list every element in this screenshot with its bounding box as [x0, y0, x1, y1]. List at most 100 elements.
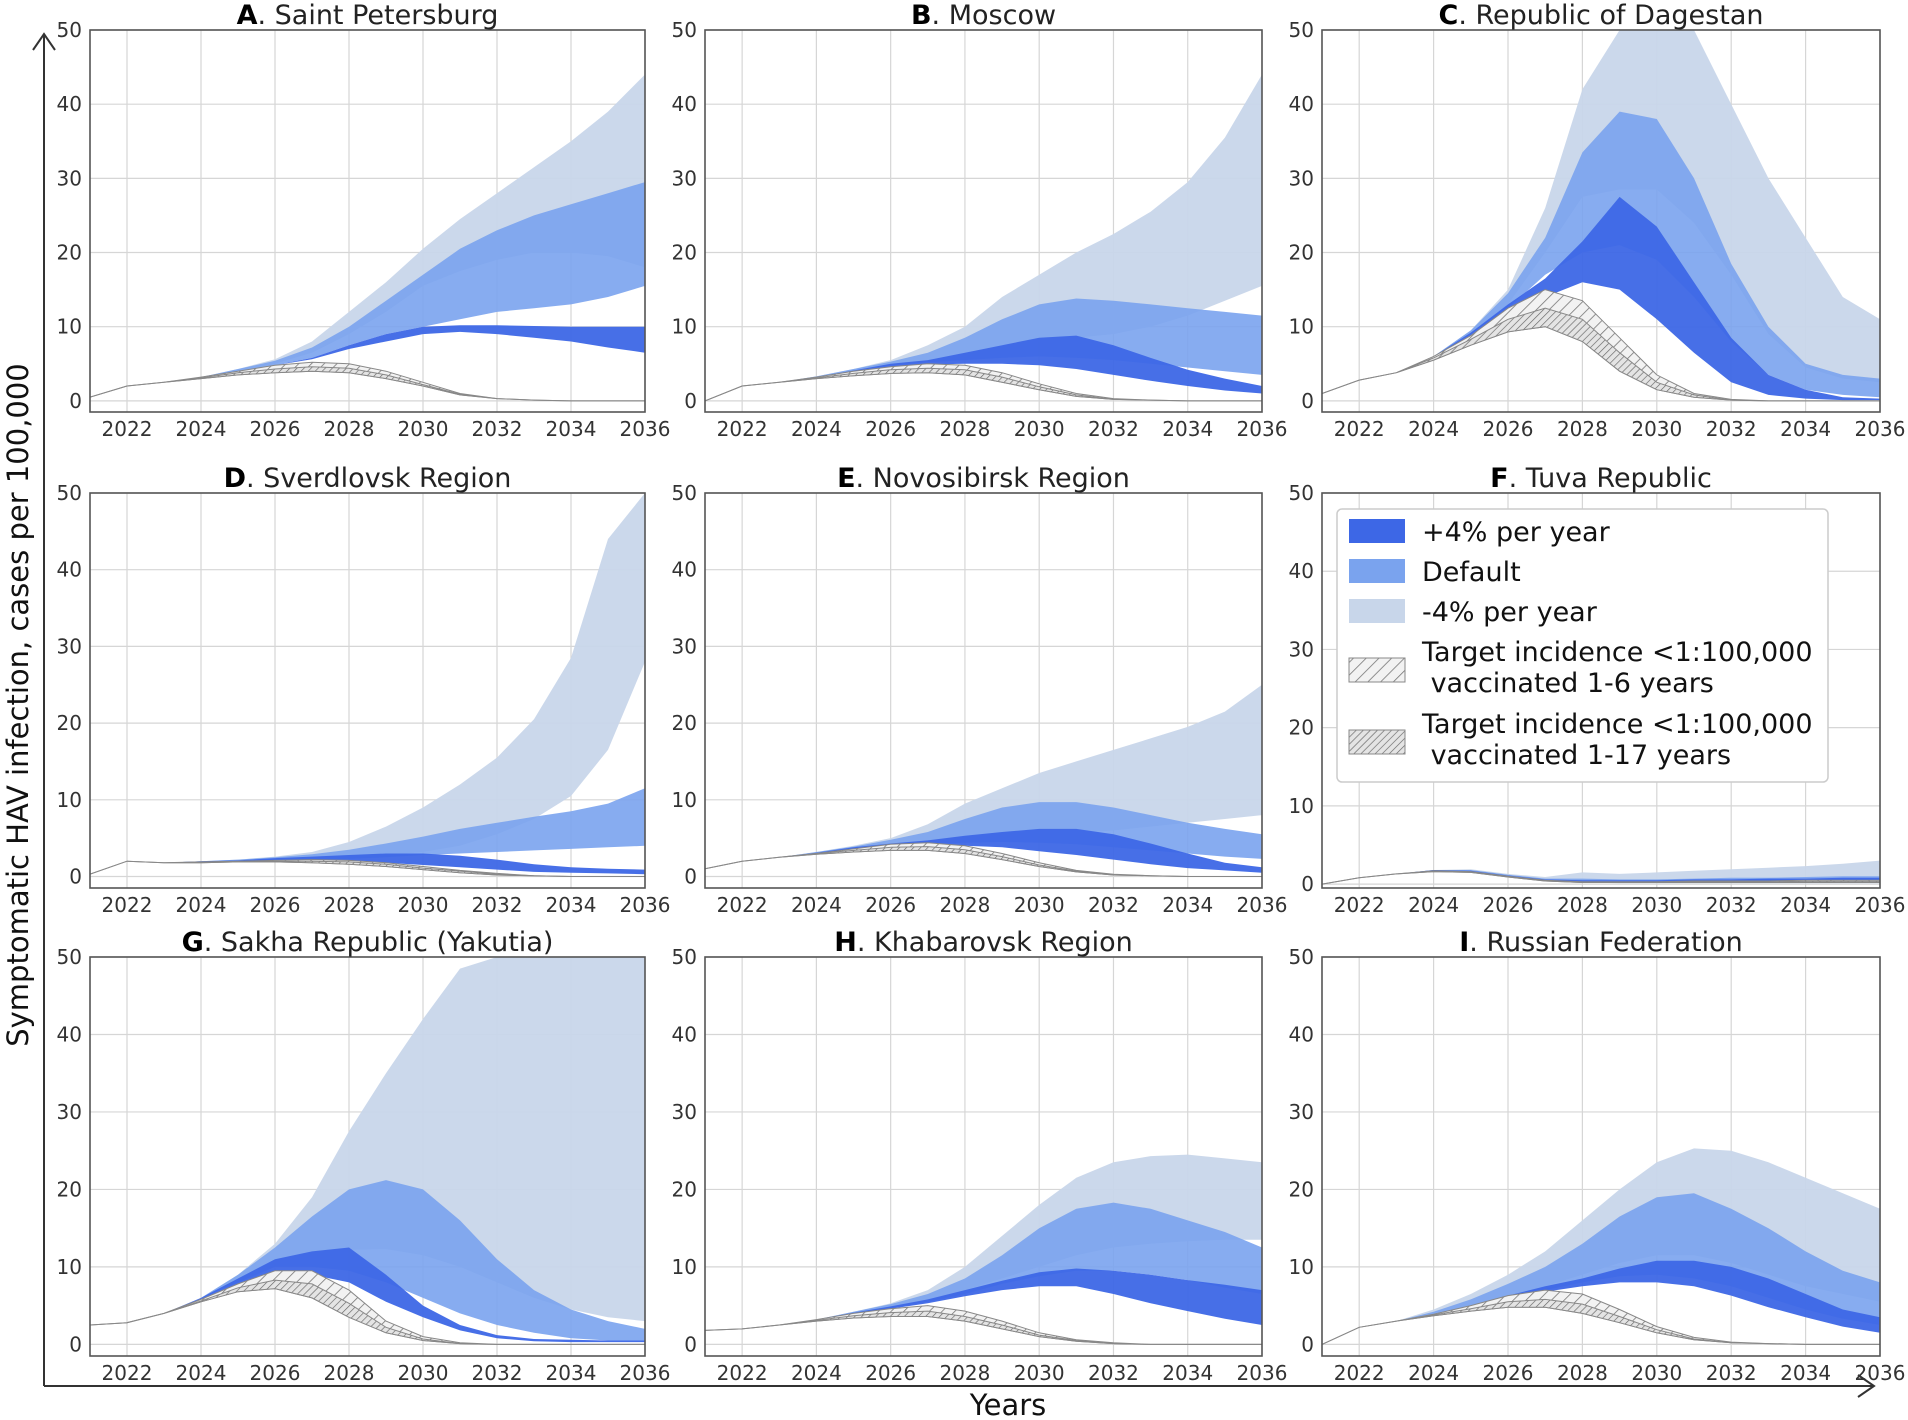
panel-f-ytick-40: 40 — [1289, 559, 1314, 583]
panel-d-title: D. Sverdlovsk Region — [224, 463, 512, 494]
panel-e-title-text: . Novosibirsk Region — [856, 463, 1130, 494]
panel-c-xtick-2032: 2032 — [1706, 417, 1757, 441]
panel-c-ytick-20: 20 — [1289, 241, 1314, 265]
panel-g-band-t17 — [90, 1279, 645, 1345]
panel-d-xtick-2032: 2032 — [472, 893, 523, 917]
panel-h-ytick-50: 50 — [672, 945, 697, 969]
legend-label-target-1-6-line1: Target incidence <1:100,000 — [1421, 637, 1813, 668]
panel-a-xtick-2026: 2026 — [250, 417, 301, 441]
panel-h-ytick-0: 0 — [684, 1332, 697, 1356]
panel-f-frame — [1321, 492, 1881, 889]
panel-a-xtick-2034: 2034 — [546, 417, 597, 441]
panel-c-title-text: . Republic of Dagestan — [1458, 0, 1763, 31]
panel-h-band-minus4 — [705, 1154, 1262, 1331]
legend-swatch-target-1-17 — [1348, 729, 1406, 755]
panel-e-xtick-2032: 2032 — [1088, 893, 1139, 917]
panel-d-band-minus4 — [90, 493, 645, 875]
panel-h-xtick-2034: 2034 — [1162, 1361, 1213, 1385]
panel-e-frame — [704, 492, 1263, 889]
panel-d-ytick-20: 20 — [57, 711, 82, 735]
panel-f-ytick-30: 30 — [1289, 637, 1314, 661]
panel-i-title-letter: I — [1459, 927, 1469, 958]
legend-label-plus4: +4% per year — [1422, 517, 1611, 548]
panel-i-band-t17 — [1322, 1298, 1880, 1345]
panel-b-xtick-2026: 2026 — [865, 417, 916, 441]
panel-c-xtick-2036: 2036 — [1855, 417, 1906, 441]
panel-f-xtick-2022: 2022 — [1334, 893, 1385, 917]
panel-a-ytick-10: 10 — [57, 315, 82, 339]
legend-label-minus4: -4% per year — [1422, 597, 1598, 628]
panel-c-xtick-2022: 2022 — [1334, 417, 1385, 441]
panel-b-frame — [704, 29, 1263, 413]
panel-b-xtick-2034: 2034 — [1162, 417, 1213, 441]
panel-d-xtick-2030: 2030 — [398, 893, 449, 917]
panel-e-ytick-0: 0 — [684, 864, 697, 888]
legend-swatch-default — [1349, 559, 1405, 583]
panel-d-xtick-2028: 2028 — [324, 893, 375, 917]
panel-f-xtick-2024: 2024 — [1408, 893, 1459, 917]
x-axis-label: Years — [969, 1388, 1047, 1420]
panel-c-xtick-2030: 2030 — [1631, 417, 1682, 441]
panel-c-ytick-50: 50 — [1289, 18, 1314, 42]
panel-e-xtick-2034: 2034 — [1162, 893, 1213, 917]
panel-h-xtick-2026: 2026 — [865, 1361, 916, 1385]
panel-i-ytick-20: 20 — [1289, 1177, 1314, 1201]
panel-g-xtick-2028: 2028 — [324, 1361, 375, 1385]
panel-g-frame — [89, 956, 646, 1357]
panel-c-ytick-0: 0 — [1301, 389, 1314, 413]
panel-d: 2022 2024 2026 2028 2030 2032 2034 203601020304… — [57, 463, 671, 917]
panel-c: 2022 2024 2026 2028 2030 2032 2034 203601020304… — [1289, 0, 1906, 441]
panel-i-frame — [1321, 956, 1881, 1357]
panel-e-title: E. Novosibirsk Region — [837, 463, 1130, 494]
panel-d-ytick-40: 40 — [57, 558, 82, 582]
panel-h-ytick-20: 20 — [672, 1177, 697, 1201]
panel-i-xtick-2022: 2022 — [1334, 1361, 1385, 1385]
panel-a-xtick-2030: 2030 — [398, 417, 449, 441]
panel-b-xtick-2030: 2030 — [1014, 417, 1065, 441]
panel-a-xtick-2024: 2024 — [176, 417, 227, 441]
panel-b-ytick-40: 40 — [672, 92, 697, 116]
panel-g-title: G. Sakha Republic (Yakutia) — [182, 927, 554, 958]
panel-g: 2022 2024 2026 2028 2030 2032 2034 203601020304… — [57, 927, 671, 1385]
outer-x-axis-arrow — [1857, 1374, 1876, 1398]
panel-a-ytick-40: 40 — [57, 92, 82, 116]
panel-b-ytick-20: 20 — [672, 241, 697, 265]
panel-f-xtick-2028: 2028 — [1557, 893, 1608, 917]
panel-a-bands — [90, 74, 645, 402]
panel-a-title: A. Saint Petersburg — [237, 0, 499, 31]
panel-a-xtick-2022: 2022 — [102, 417, 153, 441]
legend-swatch-minus4 — [1349, 599, 1405, 623]
panel-i-title-text: . Russian Federation — [1469, 927, 1742, 958]
panel-h-title-text: . Khabarovsk Region — [857, 927, 1133, 958]
panel-i-ytick-50: 50 — [1289, 945, 1314, 969]
panel-a-ytick-50: 50 — [57, 18, 82, 42]
panel-g-title-text: . Sakha Republic (Yakutia) — [204, 927, 554, 958]
panel-c-xtick-2024: 2024 — [1408, 417, 1459, 441]
panel-b-bands — [705, 74, 1262, 402]
panel-a-xtick-2032: 2032 — [472, 417, 523, 441]
panel-e-ytick-20: 20 — [672, 711, 697, 735]
panel-d-title-text: . Sverdlovsk Region — [246, 463, 511, 494]
legend-label-target-1-17-line1: Target incidence <1:100,000 — [1421, 709, 1813, 740]
panel-e-bands — [705, 684, 1262, 877]
panel-g-title-letter: G — [182, 927, 204, 958]
panel-f-xtick-2034: 2034 — [1780, 893, 1831, 917]
panel-h-title: H. Khabarovsk Region — [834, 927, 1133, 958]
panel-g-ytick-0: 0 — [69, 1332, 82, 1356]
panel-a-xtick-2028: 2028 — [324, 417, 375, 441]
panel-f-band-t17 — [1322, 870, 1880, 885]
panel-e-ytick-30: 30 — [672, 634, 697, 658]
panel-i-xtick-2026: 2026 — [1483, 1361, 1534, 1385]
legend-box — [1336, 508, 1829, 783]
panel-i-bands — [1322, 1148, 1880, 1345]
panel-h-xtick-2022: 2022 — [717, 1361, 768, 1385]
panel-f-xtick-2036: 2036 — [1855, 893, 1906, 917]
panel-d-title-letter: D — [224, 463, 246, 494]
panel-a-band-default — [90, 182, 645, 398]
panel-c-ytick-10: 10 — [1289, 315, 1314, 339]
panel-b-xtick-2028: 2028 — [939, 417, 990, 441]
panel-h-title-letter: H — [834, 927, 857, 958]
panel-d-band-plus4 — [90, 853, 645, 875]
panel-g-band-plus4 — [90, 1247, 645, 1343]
panel-c-ytick-40: 40 — [1289, 92, 1314, 116]
